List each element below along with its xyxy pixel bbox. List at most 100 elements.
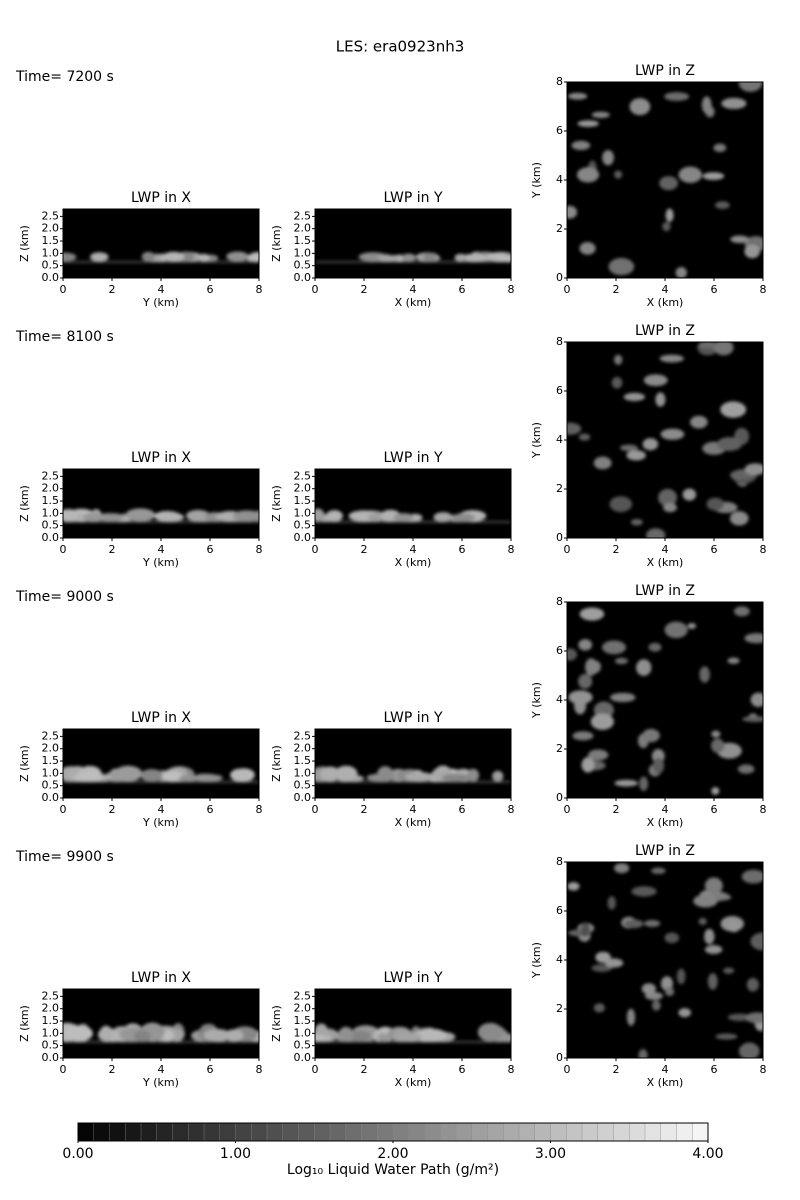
cloud [248,252,259,262]
cloud [629,98,651,116]
y-tick-label: 1.5 [294,234,312,247]
cloud [203,1028,232,1042]
colorbar-cell [440,1123,457,1141]
y-tick-label: 1.0 [294,1026,312,1039]
y-tick-label: 0.0 [294,271,312,284]
cloud [319,766,341,782]
colorbar-cell [141,1123,158,1141]
x-tick-label: 0 [564,803,571,816]
x-tick-label: 6 [459,1063,466,1076]
x-tick-label: 6 [459,543,466,556]
cloud [630,518,643,526]
cloud [745,1012,763,1024]
cloud [729,511,749,526]
cloud [433,512,453,522]
cloud [162,251,185,262]
x-tick-label: 6 [207,283,214,296]
y-tick-label: 1.0 [294,766,312,779]
colorbar-label: Log₁₀ Liquid Water Path (g/m²) [287,1162,499,1178]
time-label: Time= 9900 s [15,849,114,865]
y-tick-label: 0.5 [294,259,312,272]
colorbar-cell [93,1123,110,1141]
colorbar-cell [267,1123,284,1141]
x-tick-label: 0 [564,283,571,296]
cloud [125,508,156,522]
cloud [682,488,697,501]
cloud [232,510,259,522]
figure-title: LES: era0923nh3 [336,38,465,56]
x-tick-label: 6 [207,543,214,556]
cloud [738,82,763,92]
colorbar-cell [408,1123,425,1141]
x-tick-label: 2 [109,803,116,816]
y-tick-label: 1.0 [42,1026,60,1039]
cloud [579,242,596,255]
x-tick-label: 2 [109,283,116,296]
y-tick-label: 2.0 [294,742,312,755]
cloud [638,1048,648,1058]
y-axis-label: Z (km) [18,485,31,522]
cloud [626,450,646,461]
cloud [693,894,718,908]
cloud [195,774,223,782]
cloud [568,690,593,705]
x-axis-label: X (km) [647,296,684,309]
x-tick-label: 8 [256,543,263,556]
cloud [701,96,712,114]
cloud [477,1022,503,1042]
cloud [746,977,759,992]
cloud [326,510,343,522]
y-tick-label: 0.0 [294,791,312,804]
cloud [197,253,210,262]
colorbar-tick-label: 0.00 [62,1146,93,1162]
cloud [660,428,685,440]
cloud [90,252,109,262]
cloud-base [315,1040,511,1044]
plot-area [315,729,511,798]
cloud [711,787,720,795]
cloud [466,768,480,782]
y-tick-label: 6 [556,904,563,917]
cloud [744,633,763,644]
cloud [713,143,727,153]
cloud [593,1003,605,1013]
x-tick-label: 0 [564,1063,571,1076]
cloud [664,92,690,101]
y-tick-label: 1.5 [42,754,60,767]
x-tick-label: 4 [410,1063,417,1076]
cloud [738,1042,760,1058]
y-tick-label: 0.5 [42,519,60,532]
colorbar-cell [393,1123,410,1141]
cloud [716,437,742,452]
cloud [644,919,661,927]
colorbar-cell [424,1123,441,1141]
cloud [727,1013,752,1021]
cloud [315,508,325,522]
cloud [614,657,629,665]
cloud-base [63,780,259,784]
x-tick-label: 4 [662,1063,669,1076]
colorbar-cell [456,1123,473,1141]
x-tick-label: 4 [158,803,165,816]
x-axis-label: X (km) [395,1076,432,1089]
x-tick-label: 0 [564,543,571,556]
cloud [721,97,747,110]
y-tick-label: 2.0 [42,222,60,235]
cloud [590,713,614,730]
cloud [651,1000,661,1011]
panel-title: LWP in Y [383,190,442,206]
cloud [497,254,511,262]
x-axis-label: X (km) [647,816,684,829]
panel-title: LWP in Y [383,970,442,986]
x-tick-label: 4 [158,1063,165,1076]
cloud [614,779,638,787]
x-tick-label: 4 [662,803,669,816]
cloud [591,111,610,119]
colorbar-cell [330,1123,347,1141]
cloud [744,463,763,476]
cloud [454,253,467,262]
colorbar-cell [377,1123,394,1141]
cloud [704,928,715,945]
cloud [664,932,680,944]
